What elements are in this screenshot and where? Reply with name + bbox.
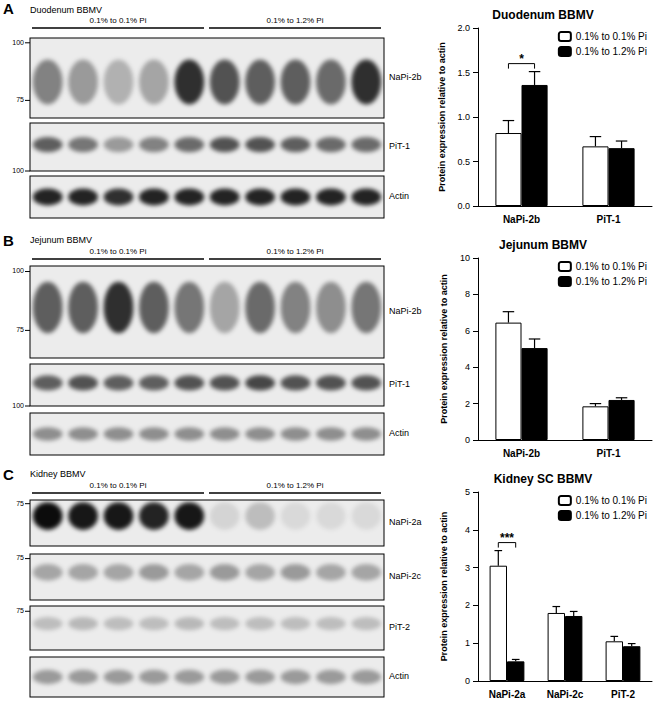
svg-text:PiT-1: PiT-1 — [597, 214, 621, 225]
svg-text:0.0: 0.0 — [457, 201, 470, 211]
svg-text:75: 75 — [16, 326, 24, 333]
svg-text:100: 100 — [12, 267, 24, 274]
svg-text:C: C — [3, 466, 14, 483]
svg-text:NaPi-2b: NaPi-2b — [389, 306, 422, 316]
svg-text:Protein expression relative to: Protein expression relative to actin — [439, 274, 449, 424]
svg-text:PiT-1: PiT-1 — [389, 379, 410, 389]
svg-text:B: B — [3, 232, 14, 249]
svg-text:1: 1 — [465, 638, 470, 648]
svg-text:100: 100 — [12, 402, 24, 409]
svg-text:2.0: 2.0 — [457, 23, 470, 33]
svg-text:100: 100 — [12, 39, 24, 46]
svg-text:Duodenum BBMV: Duodenum BBMV — [492, 8, 593, 22]
svg-text:Duodenum BBMV: Duodenum BBMV — [30, 5, 102, 15]
svg-text:Protein expression relative to: Protein expression relative to actin — [437, 42, 447, 192]
svg-text:NaPi-2b: NaPi-2b — [389, 72, 422, 82]
svg-text:*: * — [519, 52, 524, 66]
svg-text:1.0: 1.0 — [457, 112, 470, 122]
svg-text:0.1% to 0.1% Pi: 0.1% to 0.1% Pi — [90, 481, 147, 490]
svg-text:4: 4 — [465, 362, 470, 372]
svg-text:NaPi-2c: NaPi-2c — [389, 571, 422, 581]
svg-text:0.1% to 1.2% Pi: 0.1% to 1.2% Pi — [267, 481, 324, 490]
svg-text:75: 75 — [16, 96, 24, 103]
svg-text:NaPi-2c: NaPi-2c — [547, 689, 584, 700]
svg-text:PiT-1: PiT-1 — [389, 141, 410, 151]
svg-text:0.1% to 1.2% Pi: 0.1% to 1.2% Pi — [576, 510, 647, 521]
svg-text:10: 10 — [460, 253, 470, 263]
svg-text:Jejunum BBMV: Jejunum BBMV — [30, 235, 92, 245]
svg-text:Kidney SC BBMV: Kidney SC BBMV — [494, 472, 593, 486]
svg-text:0.1% to 1.2% Pi: 0.1% to 1.2% Pi — [576, 276, 647, 287]
svg-text:0.1% to 1.2% Pi: 0.1% to 1.2% Pi — [576, 46, 647, 57]
svg-text:75: 75 — [16, 500, 24, 507]
svg-text:0.1% to 0.1% Pi: 0.1% to 0.1% Pi — [90, 247, 147, 256]
svg-text:Jejunum BBMV: Jejunum BBMV — [499, 238, 587, 252]
svg-text:75: 75 — [16, 554, 24, 561]
svg-text:PiT-1: PiT-1 — [597, 448, 621, 459]
svg-text:6: 6 — [465, 326, 470, 336]
svg-text:8: 8 — [465, 289, 470, 299]
svg-text:PiT-2: PiT-2 — [611, 689, 635, 700]
svg-text:3: 3 — [465, 563, 470, 573]
svg-text:PiT-2: PiT-2 — [389, 622, 410, 632]
svg-text:Kidney BBMV: Kidney BBMV — [30, 469, 86, 479]
svg-text:0.5: 0.5 — [457, 157, 470, 167]
svg-text:NaPi-2b: NaPi-2b — [503, 214, 540, 225]
svg-text:Actin: Actin — [389, 428, 409, 438]
svg-text:75: 75 — [16, 607, 24, 614]
svg-text:0.1% to 0.1% Pi: 0.1% to 0.1% Pi — [576, 31, 647, 42]
svg-text:100: 100 — [12, 167, 24, 174]
svg-text:NaPi-2a: NaPi-2a — [389, 517, 422, 527]
svg-text:0: 0 — [465, 676, 470, 686]
svg-text:5: 5 — [465, 487, 470, 497]
svg-text:Protein expression relative to: Protein expression relative to actin — [439, 512, 449, 662]
svg-text:0: 0 — [465, 435, 470, 445]
svg-text:A: A — [3, 0, 14, 17]
svg-text:NaPi-2b: NaPi-2b — [503, 448, 540, 459]
svg-text:4: 4 — [465, 525, 470, 535]
svg-text:0.1% to 1.2% Pi: 0.1% to 1.2% Pi — [267, 247, 324, 256]
svg-text:Actin: Actin — [389, 671, 409, 681]
svg-text:2: 2 — [465, 600, 470, 610]
svg-text:0.1% to 0.1% Pi: 0.1% to 0.1% Pi — [576, 495, 647, 506]
svg-text:Actin: Actin — [389, 191, 409, 201]
svg-text:1.5: 1.5 — [457, 68, 470, 78]
svg-text:0.1% to 0.1% Pi: 0.1% to 0.1% Pi — [576, 261, 647, 272]
svg-text:2: 2 — [465, 399, 470, 409]
svg-text:***: *** — [500, 531, 514, 545]
svg-text:0.1% to 1.2% Pi: 0.1% to 1.2% Pi — [267, 16, 324, 25]
svg-text:NaPi-2a: NaPi-2a — [489, 689, 526, 700]
svg-text:0.1% to 0.1% Pi: 0.1% to 0.1% Pi — [90, 16, 147, 25]
